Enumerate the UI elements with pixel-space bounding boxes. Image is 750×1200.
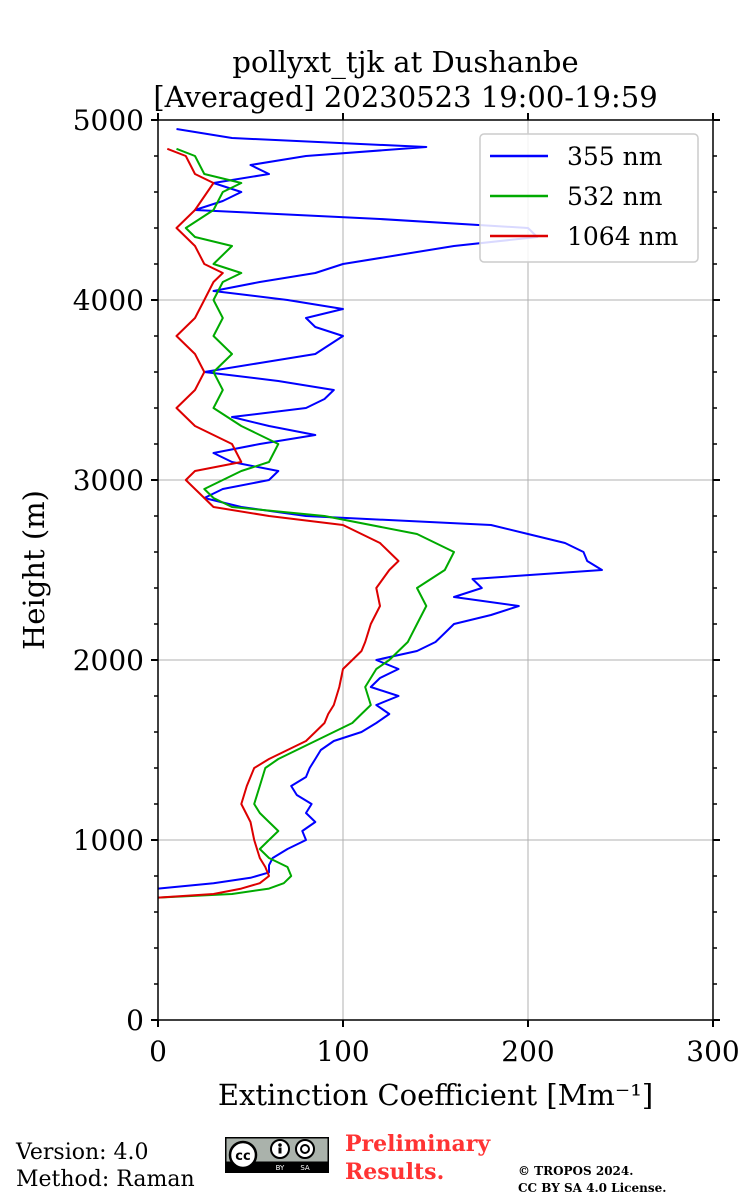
chart-title: pollyxt_tjk at Dushanbe	[232, 45, 578, 80]
x-tick-label: 300	[686, 1035, 739, 1068]
plot-frame	[157, 119, 714, 1021]
version-label: Version: 4.0	[16, 1140, 149, 1165]
x-tick-label: 200	[501, 1035, 554, 1068]
chart-ticks	[151, 113, 720, 1027]
chart-subtitle: [Averaged] 20230523 19:00-19:59	[153, 80, 657, 114]
method-label: Method: Raman	[16, 1167, 195, 1192]
cc-license-badge: cc BY SA	[225, 1137, 329, 1173]
series-line-355-nm	[157, 128, 603, 890]
y-tick-label: 0	[126, 1004, 144, 1037]
y-tick-label: 2000	[73, 644, 144, 677]
legend-entry: 532 nm	[567, 182, 663, 211]
preliminary-label: Preliminary	[345, 1131, 491, 1157]
cc-badge-by: BY	[276, 1164, 285, 1172]
chart-legend: 355 nm 532 nm 1064 nm	[479, 133, 699, 263]
x-tick-label: 0	[149, 1035, 167, 1068]
chart-labels: 0 100 200 300010002000300040005000pollyxt_t…	[17, 45, 740, 1112]
cc-badge-cc: cc	[235, 1149, 250, 1164]
y-axis-label: Height (m)	[17, 490, 51, 650]
copyright-label: © TROPOS 2024.	[518, 1164, 634, 1178]
preliminary-results-label: Results.	[345, 1159, 445, 1185]
legend-box	[479, 133, 699, 263]
x-tick-label: 100	[316, 1035, 369, 1068]
chart-series-lines	[157, 128, 603, 899]
y-tick-label: 4000	[73, 284, 144, 317]
series-line-1064-nm	[157, 147, 400, 899]
series-line-532-nm	[157, 147, 455, 899]
y-tick-label: 5000	[73, 104, 144, 137]
legend-entry: 355 nm	[567, 142, 663, 171]
chart-grid	[158, 120, 713, 1020]
chart-axes	[157, 119, 714, 1021]
x-axis-label: Extinction Coefficient [Mm⁻¹]	[218, 1078, 653, 1112]
y-tick-label: 3000	[73, 464, 144, 497]
cc-badge-sa: SA	[300, 1164, 310, 1172]
legend-entry: 1064 nm	[567, 222, 679, 251]
y-tick-label: 1000	[73, 824, 144, 857]
license-label: CC BY SA 4.0 License.	[518, 1181, 667, 1195]
